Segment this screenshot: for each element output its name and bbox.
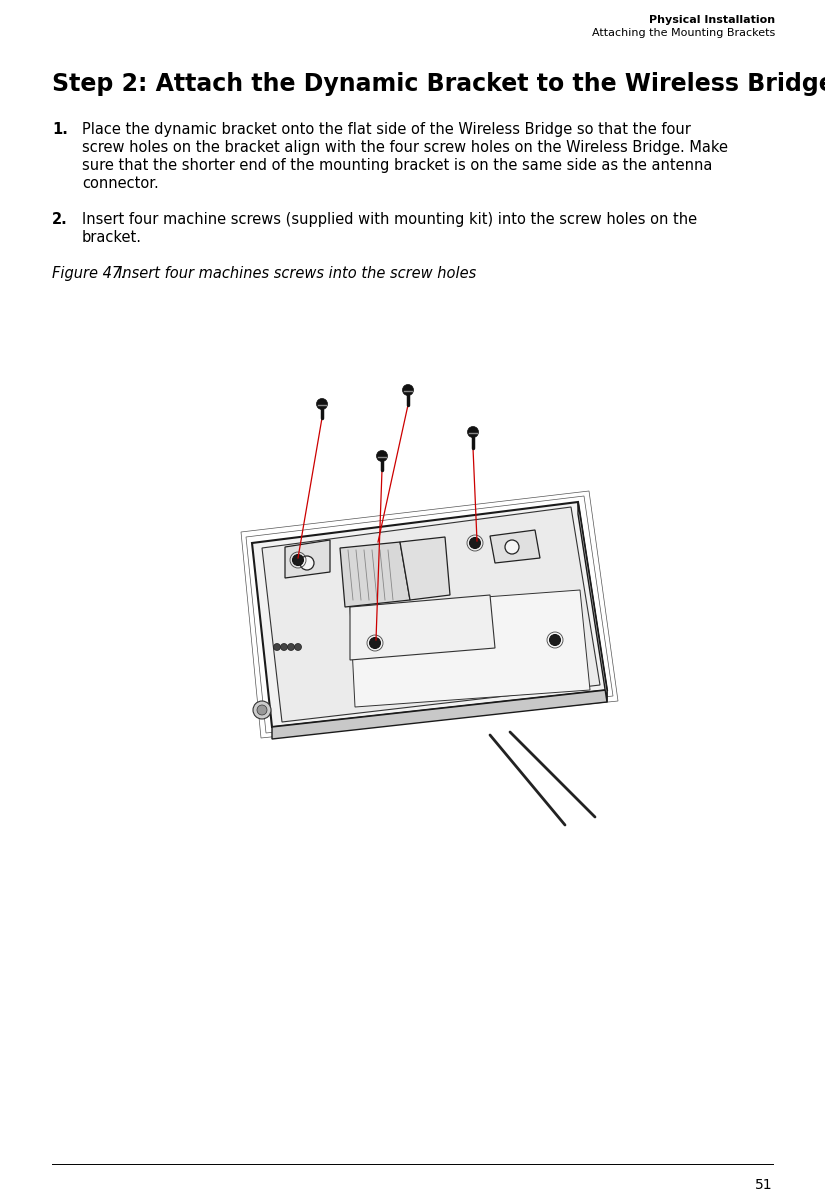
Circle shape — [403, 385, 413, 395]
Polygon shape — [340, 541, 410, 607]
Text: Step 2: Attach the Dynamic Bracket to the Wireless Bridge: Step 2: Attach the Dynamic Bracket to th… — [52, 72, 825, 96]
Circle shape — [300, 556, 314, 570]
Circle shape — [469, 538, 480, 549]
Text: Insert four machines screws into the screw holes: Insert four machines screws into the scr… — [118, 266, 476, 282]
Circle shape — [468, 426, 478, 437]
Circle shape — [287, 643, 295, 651]
Polygon shape — [350, 589, 590, 707]
Circle shape — [280, 643, 287, 651]
Text: Insert four machine screws (supplied with mounting kit) into the screw holes on : Insert four machine screws (supplied wit… — [82, 212, 697, 226]
Text: Place the dynamic bracket onto the flat side of the Wireless Bridge so that the : Place the dynamic bracket onto the flat … — [82, 122, 691, 137]
Circle shape — [253, 701, 271, 719]
Text: connector.: connector. — [82, 176, 158, 190]
Circle shape — [549, 635, 560, 646]
Polygon shape — [252, 502, 607, 727]
Polygon shape — [578, 502, 607, 702]
Circle shape — [257, 704, 267, 715]
Text: bracket.: bracket. — [82, 230, 142, 246]
Circle shape — [370, 637, 380, 648]
Polygon shape — [272, 690, 607, 739]
Polygon shape — [350, 595, 495, 660]
Polygon shape — [262, 507, 600, 722]
Circle shape — [317, 399, 328, 410]
Text: 2.: 2. — [52, 212, 68, 226]
Circle shape — [293, 555, 304, 565]
Text: screw holes on the bracket align with the four screw holes on the Wireless Bridg: screw holes on the bracket align with th… — [82, 140, 728, 155]
Text: 51: 51 — [756, 1178, 773, 1192]
Text: Physical Installation: Physical Installation — [649, 16, 775, 25]
Circle shape — [274, 643, 281, 651]
Circle shape — [295, 643, 301, 651]
Polygon shape — [490, 530, 540, 563]
Text: 1.: 1. — [52, 122, 68, 137]
Polygon shape — [400, 537, 450, 600]
Circle shape — [376, 450, 388, 461]
Polygon shape — [285, 540, 330, 577]
Text: Figure 47.: Figure 47. — [52, 266, 125, 282]
Text: Attaching the Mounting Brackets: Attaching the Mounting Brackets — [592, 28, 775, 38]
Circle shape — [505, 540, 519, 553]
Text: sure that the shorter end of the mounting bracket is on the same side as the ant: sure that the shorter end of the mountin… — [82, 158, 712, 173]
